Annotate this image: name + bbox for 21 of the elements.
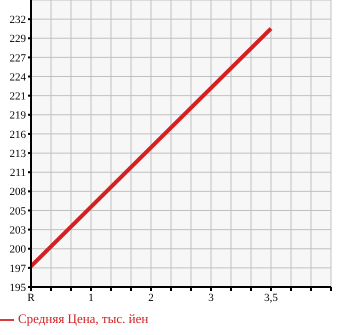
y-tick-label: 221 bbox=[10, 90, 26, 103]
y-tick-label: 197 bbox=[10, 262, 26, 275]
y-tick-label: 216 bbox=[10, 128, 26, 141]
y-tick-label: 213 bbox=[10, 148, 26, 160]
y-tick-label: 195 bbox=[10, 282, 26, 294]
x-tick-label: 3 bbox=[208, 292, 214, 304]
y-tick-label: 219 bbox=[10, 110, 26, 122]
y-tick-label: 200 bbox=[10, 244, 26, 256]
x-tick-label: 3,5 bbox=[264, 292, 278, 304]
y-tick-label: 203 bbox=[10, 224, 26, 237]
x-tick-label: 2 bbox=[148, 292, 154, 304]
x-tick-label: R bbox=[27, 292, 36, 304]
y-tick-label: 224 bbox=[10, 71, 26, 84]
y-tick-label: 211 bbox=[10, 167, 26, 180]
y-tick-label: 227 bbox=[10, 52, 26, 64]
x-tick-label: 1 bbox=[88, 292, 94, 304]
y-tick-label: 232 bbox=[10, 14, 26, 26]
y-tick-label: 208 bbox=[10, 186, 26, 198]
y-tick-label: 229 bbox=[10, 33, 26, 46]
legend-label: Средняя Цена, тыс. йен bbox=[18, 311, 148, 326]
y-tick-label: 205 bbox=[10, 205, 26, 218]
